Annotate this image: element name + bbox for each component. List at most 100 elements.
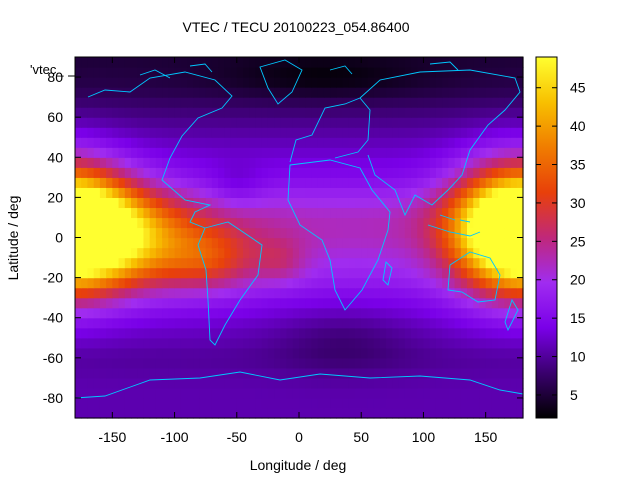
heatmap-cell [193, 267, 201, 279]
heatmap-cell [392, 267, 400, 279]
heatmap-cell [411, 257, 418, 269]
heatmap-cell [423, 187, 431, 198]
heatmap-cell [379, 117, 387, 128]
heatmap-cell [274, 247, 281, 259]
coastline-asia [359, 69, 521, 217]
heatmap-cell [292, 367, 300, 379]
heatmap-cell [479, 337, 487, 349]
heatmap-cell [75, 127, 82, 138]
heatmap-cell [423, 367, 431, 379]
heatmap-cell [460, 77, 468, 88]
heatmap-cell [398, 397, 406, 409]
heatmap-cell [373, 177, 381, 188]
heatmap-cell [137, 367, 145, 379]
heatmap-cell [143, 317, 151, 329]
heatmap-cell [81, 397, 89, 409]
heatmap-cell [355, 347, 362, 359]
heatmap-cell [280, 317, 288, 329]
heatmap-cell [162, 87, 169, 98]
heatmap-cell [187, 317, 194, 329]
heatmap-cell [187, 97, 194, 108]
heatmap-cell [504, 77, 512, 88]
heatmap-cell [516, 207, 524, 219]
heatmap-cell [429, 137, 437, 148]
heatmap-cell [423, 267, 431, 279]
heatmap-cell [367, 117, 375, 128]
heatmap-cell [162, 297, 169, 309]
heatmap-cell [267, 167, 275, 178]
heatmap-cell [218, 297, 225, 309]
heatmap-cell [249, 237, 257, 249]
heatmap-cell [261, 267, 269, 279]
heatmap-cell [280, 147, 288, 158]
heatmap-cell [460, 387, 468, 399]
heatmap-cell [398, 167, 406, 178]
heatmap-cell [348, 407, 356, 419]
heatmap-cell [392, 277, 400, 289]
heatmap-cell [317, 337, 325, 349]
heatmap-cell [342, 297, 350, 309]
heatmap-cell [236, 237, 244, 249]
heatmap-cell [149, 397, 157, 409]
heatmap-cell [255, 387, 263, 399]
heatmap-cell [224, 117, 232, 128]
heatmap-cell [435, 127, 443, 138]
heatmap-cell [267, 147, 275, 158]
heatmap-cell [143, 117, 151, 128]
heatmap-cell [99, 177, 107, 188]
heatmap-cell [361, 157, 369, 168]
heatmap-cell [261, 377, 269, 389]
heatmap-cell [99, 217, 107, 229]
heatmap-cell [124, 97, 132, 108]
heatmap-cell [174, 267, 182, 279]
heatmap-cell [417, 247, 425, 259]
heatmap-cell [373, 107, 381, 118]
heatmap-cell [473, 177, 481, 188]
heatmap-cell [510, 397, 518, 409]
heatmap-cell [199, 107, 207, 118]
heatmap-cell [485, 167, 493, 178]
heatmap-cell [255, 317, 263, 329]
heatmap-cell [255, 327, 263, 339]
heatmap-cell [379, 287, 387, 299]
heatmap-cell [379, 347, 387, 359]
heatmap-cell [162, 97, 169, 108]
heatmap-cell [317, 407, 325, 419]
heatmap-cell [448, 297, 456, 309]
heatmap-cell [218, 187, 225, 198]
heatmap-cell [473, 97, 481, 108]
heatmap-cell [342, 167, 350, 178]
heatmap-cell [411, 407, 418, 419]
heatmap-cell [193, 347, 201, 359]
heatmap-cell [81, 127, 89, 138]
heatmap-cell [99, 367, 107, 379]
heatmap-cell [504, 337, 512, 349]
heatmap-cell [361, 257, 369, 269]
heatmap-cell [311, 317, 319, 329]
heatmap-cell [435, 97, 443, 108]
heatmap-cell [411, 197, 418, 209]
heatmap-cell [510, 87, 518, 98]
heatmap-cell [311, 277, 319, 289]
heatmap-cell [99, 77, 107, 88]
heatmap-cell [168, 87, 176, 98]
heatmap-cell [286, 137, 294, 148]
heatmap-cell [398, 127, 406, 138]
heatmap-cell [423, 327, 431, 339]
heatmap-cell [323, 377, 331, 389]
heatmap-cell [379, 157, 387, 168]
heatmap-cell [336, 317, 344, 329]
heatmap-cell [137, 157, 145, 168]
heatmap-cell [230, 67, 238, 78]
heatmap-cell [317, 327, 325, 339]
heatmap-cell [317, 347, 325, 359]
heatmap-cell [106, 187, 113, 198]
heatmap-cell [473, 387, 481, 399]
heatmap-cell [118, 377, 126, 389]
heatmap-cell [361, 297, 369, 309]
heatmap-cell [286, 367, 294, 379]
heatmap-cell [224, 97, 232, 108]
heatmap-cell [193, 137, 201, 148]
heatmap-cell [280, 367, 288, 379]
heatmap-cell [479, 157, 487, 168]
